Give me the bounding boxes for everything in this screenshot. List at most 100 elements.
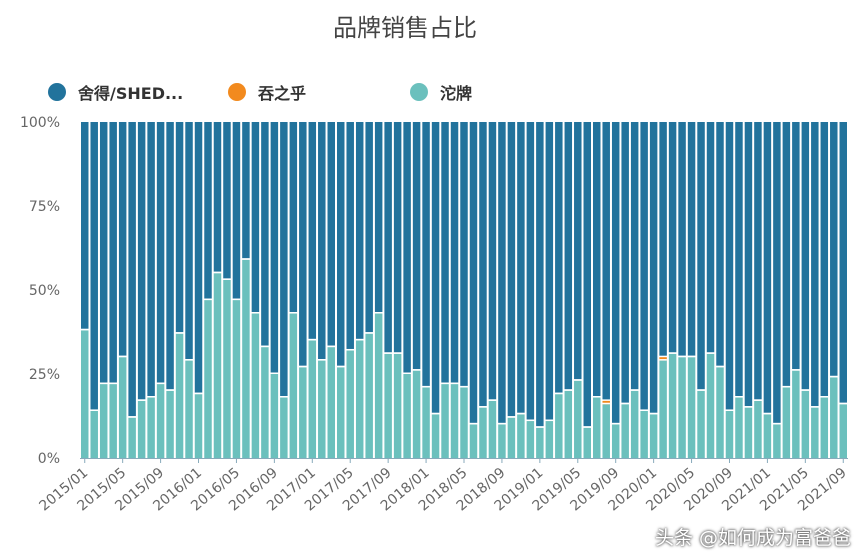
bar-tuopai	[441, 384, 449, 458]
bar-shede	[820, 122, 829, 397]
bar-shede	[384, 122, 392, 353]
bar-tuopai	[706, 353, 715, 458]
bar-shede	[649, 122, 658, 413]
bar-shede	[640, 122, 648, 410]
bar-shede	[355, 122, 364, 339]
bar-tuopai	[109, 384, 117, 458]
bar-shede	[668, 122, 677, 353]
bar-shede	[602, 122, 610, 400]
legend-dot-icon	[228, 83, 246, 101]
bar-shede	[232, 122, 241, 299]
bar-tuopai	[498, 424, 506, 458]
bar-shede	[678, 122, 686, 356]
bar-tuopai	[118, 357, 127, 458]
bar-shede	[403, 122, 411, 373]
bar-shede	[735, 122, 743, 397]
bar-tuopai	[204, 300, 212, 458]
legend-item-tuopai[interactable]: 沱牌	[410, 80, 472, 104]
bar-shede	[526, 122, 535, 420]
bar-tuopai	[355, 340, 364, 458]
bar-shede	[574, 122, 582, 380]
bar-shede	[280, 122, 288, 397]
bar-shede	[223, 122, 231, 279]
bar-shede	[299, 122, 307, 366]
bar-tuopai	[668, 353, 677, 458]
legend-label: 舍得/SHED...	[78, 84, 184, 103]
bar-shede	[811, 122, 819, 407]
bar-shede	[763, 122, 772, 413]
bar-tuopai	[593, 397, 601, 458]
bar-shede	[308, 122, 317, 339]
legend-label: 沱牌	[440, 84, 473, 103]
bar-shede	[621, 122, 629, 403]
bar-tuopai	[137, 400, 146, 458]
bar-shede	[175, 122, 184, 333]
legend-dot-icon	[48, 83, 66, 101]
bar-shede	[137, 122, 146, 400]
bar-tuopai	[517, 414, 525, 458]
bar-shede	[583, 122, 591, 427]
bar-tuopai	[773, 424, 781, 458]
bar-shede	[156, 122, 165, 383]
bar-shede	[270, 122, 279, 373]
bar-shede	[830, 122, 838, 376]
bar-shede	[81, 122, 89, 329]
bar-tuopai	[337, 367, 345, 458]
bar-shede	[687, 122, 696, 356]
bar-tuopai	[611, 424, 620, 458]
bar-tuopai	[261, 347, 269, 458]
y-tick-label: 25%	[29, 367, 60, 383]
bar-shede	[194, 122, 203, 393]
bar-tuopai	[251, 313, 260, 458]
bar-tuopai	[716, 367, 724, 458]
bar-tuopai	[166, 390, 174, 458]
bar-tuopai	[555, 394, 563, 458]
bar-tuopai	[99, 384, 108, 458]
bar-tuopai	[659, 360, 667, 458]
bar-shede	[251, 122, 260, 313]
bar-shede	[488, 122, 497, 400]
bar-shede	[213, 122, 222, 272]
bar-tuopai	[697, 390, 705, 458]
bar-shede	[536, 122, 544, 427]
bar-shede	[327, 122, 335, 346]
bar-shede	[754, 122, 762, 400]
legend-item-shede[interactable]: 舍得/SHED...	[48, 80, 183, 104]
bar-shede	[374, 122, 383, 313]
bar-shede	[185, 122, 193, 360]
bar-tuopai	[820, 397, 829, 458]
bar-shede	[99, 122, 108, 383]
bar-shede	[289, 122, 298, 313]
bar-tuopai	[223, 279, 231, 458]
bar-tuopai	[412, 370, 421, 458]
bar-tuopai	[403, 374, 411, 458]
bar-tuopai	[422, 387, 430, 458]
bar-shede	[90, 122, 98, 410]
bar-tuopai	[479, 407, 487, 458]
bar-tuopai	[90, 410, 98, 458]
bar-tunzhihu	[659, 357, 667, 361]
bar-tuopai	[299, 367, 307, 458]
bar-tuopai	[621, 404, 629, 458]
bar-shede	[716, 122, 724, 366]
bar-shede	[517, 122, 525, 413]
bar-shede	[261, 122, 269, 346]
bar-shede	[479, 122, 487, 407]
bar-tuopai	[156, 384, 165, 458]
bar-tuopai	[194, 394, 203, 458]
bar-tuopai	[488, 400, 497, 458]
bar-shede	[593, 122, 601, 397]
bar-tuopai	[526, 421, 535, 458]
bar-shede	[744, 122, 753, 407]
bar-tuopai	[602, 404, 610, 458]
bar-tuopai	[839, 404, 847, 458]
bar-tuopai	[545, 421, 554, 458]
bar-tuopai	[327, 347, 335, 458]
bar-tuopai	[754, 400, 762, 458]
legend-dot-icon	[410, 83, 428, 101]
legend-item-tunzhihu[interactable]: 吞之乎	[228, 80, 306, 104]
bar-shede	[337, 122, 345, 366]
bar-tuopai	[763, 414, 772, 458]
bar-shede	[128, 122, 136, 417]
